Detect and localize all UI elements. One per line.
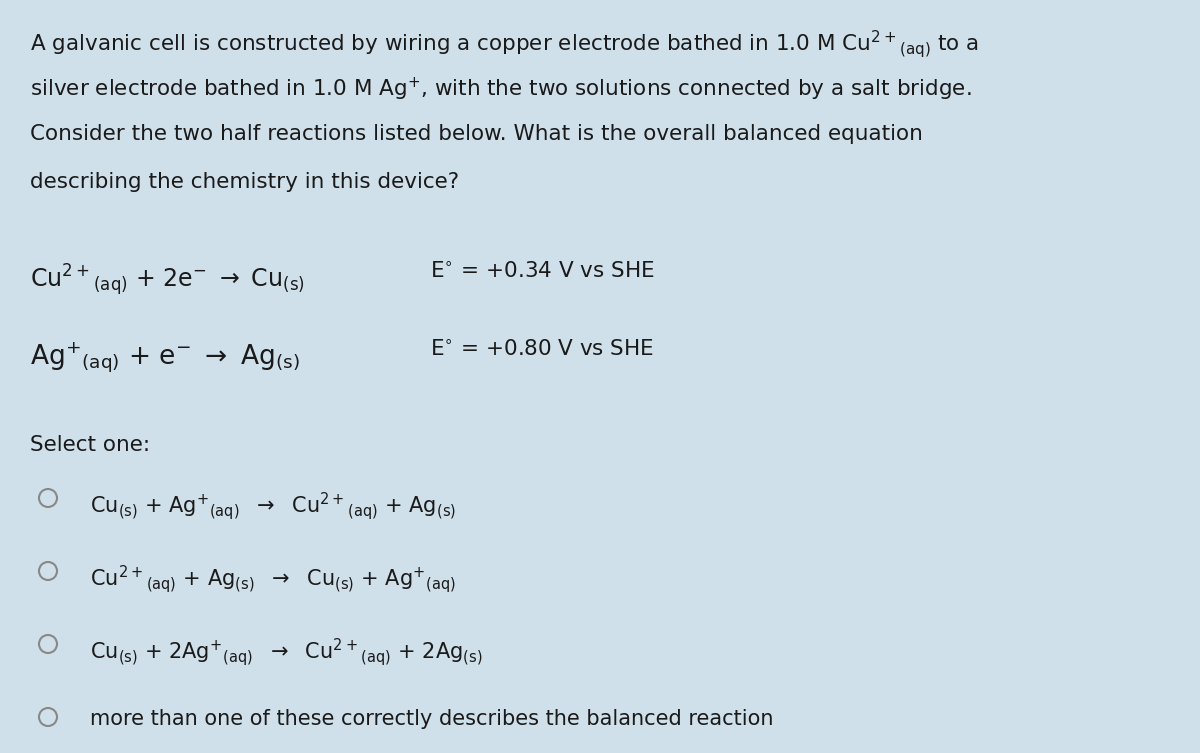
Text: E$^{\circ}$ = +0.80 V vs SHE: E$^{\circ}$ = +0.80 V vs SHE	[430, 340, 654, 360]
Text: A galvanic cell is constructed by wiring a copper electrode bathed in 1.0 M Cu$^: A galvanic cell is constructed by wiring…	[30, 28, 979, 60]
Text: Ag$^{+}$$_{\mathregular{(aq)}}$ + e$^{-}$ $\rightarrow$ Ag$_{\mathregular{(s)}}$: Ag$^{+}$$_{\mathregular{(aq)}}$ + e$^{-}…	[30, 340, 300, 375]
Text: Cu$_{\mathregular{(s)}}$ + Ag$^{+}$$_{\mathregular{(aq)}}$  $\rightarrow$  Cu$^{: Cu$_{\mathregular{(s)}}$ + Ag$^{+}$$_{\m…	[90, 490, 456, 522]
Text: Consider the two half reactions listed below. What is the overall balanced equat: Consider the two half reactions listed b…	[30, 124, 923, 144]
Text: silver electrode bathed in 1.0 M Ag$^{+}$, with the two solutions connected by a: silver electrode bathed in 1.0 M Ag$^{+}…	[30, 76, 972, 103]
Text: more than one of these correctly describes the balanced reaction: more than one of these correctly describ…	[90, 709, 774, 729]
Text: E$^{\circ}$ = +0.34 V vs SHE: E$^{\circ}$ = +0.34 V vs SHE	[430, 262, 654, 282]
Text: Select one:: Select one:	[30, 435, 150, 455]
Text: Cu$^{2+}$$_{\mathregular{(aq)}}$ + Ag$_{\mathregular{(s)}}$  $\rightarrow$  Cu$_: Cu$^{2+}$$_{\mathregular{(aq)}}$ + Ag$_{…	[90, 563, 456, 595]
Text: Cu$_{\mathregular{(s)}}$ + 2Ag$^{+}$$_{\mathregular{(aq)}}$  $\rightarrow$  Cu$^: Cu$_{\mathregular{(s)}}$ + 2Ag$^{+}$$_{\…	[90, 636, 482, 668]
Text: Cu$^{2+}$$_{\mathregular{(aq)}}$ + 2e$^{-}$ $\rightarrow$ Cu$_{\mathregular{(s)}: Cu$^{2+}$$_{\mathregular{(aq)}}$ + 2e$^{…	[30, 262, 305, 298]
Text: describing the chemistry in this device?: describing the chemistry in this device?	[30, 172, 460, 192]
